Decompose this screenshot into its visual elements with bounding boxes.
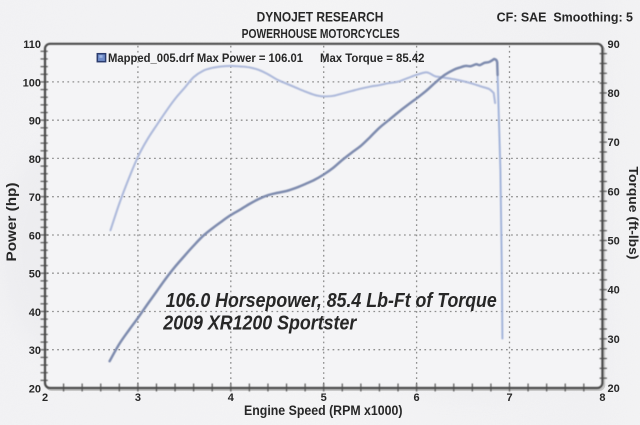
svg-text:DYNOJET RESEARCH: DYNOJET RESEARCH bbox=[257, 9, 384, 25]
svg-text:4: 4 bbox=[228, 392, 235, 404]
svg-text:50: 50 bbox=[608, 236, 620, 248]
svg-text:Max Torque = 85.42: Max Torque = 85.42 bbox=[320, 53, 425, 65]
svg-text:Engine Speed (RPM x1000): Engine Speed (RPM x1000) bbox=[244, 403, 403, 418]
svg-text:70: 70 bbox=[29, 192, 41, 204]
svg-text:20: 20 bbox=[608, 383, 620, 395]
svg-text:50: 50 bbox=[29, 269, 41, 281]
svg-text:POWERHOUSE MOTORCYCLES: POWERHOUSE MOTORCYCLES bbox=[242, 26, 400, 41]
svg-text:70: 70 bbox=[608, 137, 620, 149]
svg-text:90: 90 bbox=[29, 116, 41, 128]
svg-text:80: 80 bbox=[29, 154, 41, 166]
svg-text:5: 5 bbox=[321, 392, 327, 404]
svg-text:20: 20 bbox=[29, 383, 41, 395]
svg-text:80: 80 bbox=[608, 88, 620, 100]
svg-text:CF: SAE Smoothing: 5: CF: SAE Smoothing: 5 bbox=[497, 9, 633, 24]
svg-text:60: 60 bbox=[608, 186, 620, 198]
svg-text:7: 7 bbox=[506, 392, 512, 404]
svg-text:3: 3 bbox=[135, 392, 141, 404]
svg-text:60: 60 bbox=[29, 230, 41, 242]
svg-text:30: 30 bbox=[29, 345, 41, 357]
svg-text:Mapped_005.drf Max Power = 106: Mapped_005.drf Max Power = 106.01 bbox=[108, 53, 304, 65]
svg-text:100: 100 bbox=[23, 77, 41, 89]
svg-text:Power (hp): Power (hp) bbox=[3, 183, 19, 262]
svg-text:2009 XR1200 Sportster: 2009 XR1200 Sportster bbox=[162, 311, 357, 334]
svg-text:90: 90 bbox=[608, 39, 620, 51]
svg-text:Torque (ft-lbs): Torque (ft-lbs) bbox=[626, 167, 640, 260]
svg-text:110: 110 bbox=[23, 39, 41, 51]
svg-text:40: 40 bbox=[29, 307, 41, 319]
svg-text:40: 40 bbox=[608, 285, 620, 297]
svg-text:8: 8 bbox=[599, 392, 605, 404]
svg-text:106.0 Horsepower, 85.4 Lb-Ft o: 106.0 Horsepower, 85.4 Lb-Ft of Torque bbox=[166, 289, 497, 312]
svg-text:6: 6 bbox=[414, 392, 420, 404]
svg-text:30: 30 bbox=[608, 334, 620, 346]
svg-text:2: 2 bbox=[42, 392, 48, 404]
